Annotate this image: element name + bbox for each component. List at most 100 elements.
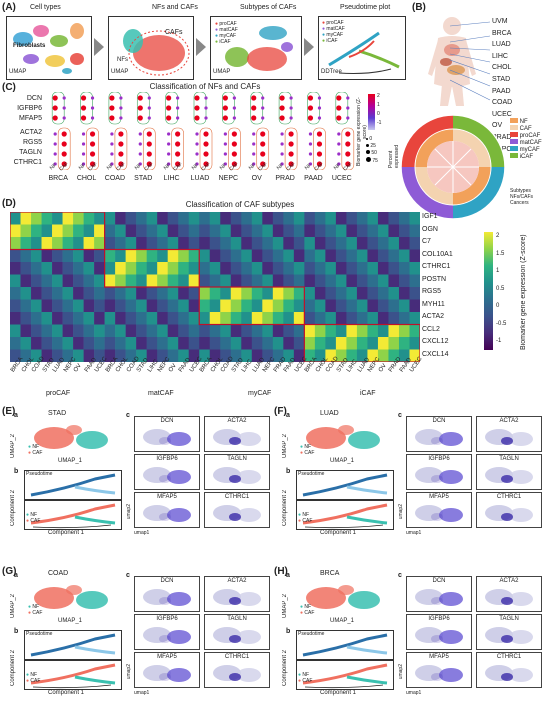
dotplot-group-label: CAF <box>115 161 127 173</box>
heatmap-cell <box>10 337 21 350</box>
heatmap-cell <box>41 237 53 250</box>
heatmap-cell <box>251 337 263 350</box>
dotplot-dot <box>308 152 313 156</box>
heatmap-cell <box>241 349 253 362</box>
heatmap-cell <box>83 262 95 275</box>
heatmap-cell <box>377 324 389 338</box>
dotplot-dot <box>61 161 67 167</box>
heatmap-cell <box>388 312 400 325</box>
axis-umap2-small: umap2 <box>126 664 132 680</box>
heatmap-cell <box>199 212 211 225</box>
heatmap-cell <box>367 349 379 362</box>
dotplot-dot <box>137 95 143 101</box>
legend-matcaf: ● matCAF <box>215 27 238 33</box>
heatmap-cell <box>367 224 379 238</box>
heatmap-cell <box>52 249 63 263</box>
heatmap-cell <box>115 262 126 275</box>
heatmap-cell <box>241 287 253 300</box>
dotplot-dot <box>80 115 87 121</box>
heatmap-cell <box>94 237 105 250</box>
heatmap-cell <box>314 262 326 275</box>
feature-plot-gene: TAGLN <box>499 616 519 622</box>
panel-c-size-legend: 0 25 50 75 <box>366 136 378 165</box>
dotplot-dot <box>232 106 236 110</box>
heatmap-cell <box>209 249 221 263</box>
heatmap-cell <box>398 299 410 313</box>
ring-labels: Subtypes NFs/CAFs Cancers <box>510 188 533 206</box>
heatmap-cell <box>125 299 137 313</box>
heatmap-cell <box>220 274 232 288</box>
heatmap-cell <box>409 299 420 313</box>
heatmap-cell <box>220 299 232 313</box>
dotplot-dot <box>167 132 171 136</box>
panel-label-f: (F) <box>274 406 287 417</box>
axis-component1: Component 1 <box>48 530 85 536</box>
dotplot-dot <box>89 151 96 157</box>
heatmap-cell <box>115 312 126 325</box>
heatmap-cell <box>115 249 126 263</box>
heatmap-cell <box>356 212 368 225</box>
heatmap-cell <box>104 224 116 238</box>
dotplot-dot <box>146 151 152 157</box>
dotplot-dot <box>118 131 124 137</box>
heatmap-cell <box>335 224 347 238</box>
heatmap-cell <box>293 312 305 325</box>
heatmap-cell <box>167 224 179 238</box>
heatmap-cell <box>398 312 410 325</box>
heatmap-cell <box>241 212 253 225</box>
dotplot-cancer-label: STAD <box>134 175 153 182</box>
heatmap-cell <box>356 287 368 300</box>
heatmap-cell <box>335 249 347 263</box>
heatmap-cell <box>367 237 379 250</box>
axis-component1: Component 1 <box>320 530 357 536</box>
d-tick-0: 0 <box>496 303 500 309</box>
panel-c-genes: DCN IGFBP6 MFAP5 ACTA2 RGS5 TAGLN CTHRC1 <box>6 94 42 168</box>
legend-matcaf-b: matCAF <box>510 139 542 146</box>
heatmap-cell <box>178 287 190 300</box>
heatmap-cell <box>52 349 63 362</box>
heatmap-cell <box>167 337 179 350</box>
heatmap-colorbar-ticks: 2 1.5 1 0.5 0 -0.5 -1 <box>496 228 506 351</box>
heatmap-cell <box>377 224 389 238</box>
subpanel-a-label: a <box>14 412 18 419</box>
heatmap-cell <box>146 349 158 362</box>
heatmap-cell <box>335 299 347 313</box>
heatmap-cell <box>325 312 337 325</box>
heatmap-gene-label: CXCL12 <box>422 338 449 345</box>
dotplot-dot <box>137 115 143 121</box>
heatmap-cell <box>83 337 95 350</box>
heatmap-cell <box>304 212 316 225</box>
heatmap-cell <box>356 337 368 350</box>
heatmap-cell <box>199 324 211 338</box>
heatmap-cell <box>31 249 42 263</box>
axis-umap2-small: umap2 <box>398 664 404 680</box>
heatmap-group-labels: proCAF matCAF myCAF iCAF <box>10 390 420 400</box>
heatmap-cell <box>188 262 200 275</box>
heatmap-cell <box>188 287 200 300</box>
cancer-chol: CHOL <box>492 64 512 72</box>
feature-plot-gene: ACTA2 <box>227 418 247 424</box>
heatmap-cell <box>262 262 274 275</box>
cafs-label: CAFs <box>165 29 183 36</box>
dotplot-dot <box>80 95 87 101</box>
heatmap-cell <box>367 337 379 350</box>
pseudotime-tree-bottom <box>296 660 394 690</box>
gene-c-rgs5: RGS5 <box>22 139 42 146</box>
dotplot-group-label: CAF <box>313 161 326 173</box>
dotplot-dot <box>252 162 256 166</box>
heatmap-cell <box>10 262 21 275</box>
dotplot-dot <box>166 115 172 121</box>
dotplot-dot <box>345 151 351 157</box>
heatmap-cell <box>125 324 137 338</box>
heatmap-cell <box>272 274 284 288</box>
feature-plot: CTHRC1 <box>204 492 270 528</box>
heatmap-cell <box>209 274 221 288</box>
feature-plot-gene: CTHRC1 <box>224 494 250 500</box>
dotplot-dot <box>280 132 284 136</box>
subpanel-a-label: a <box>14 572 18 579</box>
dotplot-dot <box>288 141 294 147</box>
heatmap-cell <box>104 274 116 288</box>
heatmap-cell <box>409 337 420 350</box>
dotplot-dot <box>118 151 124 157</box>
heatmap-cell <box>188 237 200 250</box>
